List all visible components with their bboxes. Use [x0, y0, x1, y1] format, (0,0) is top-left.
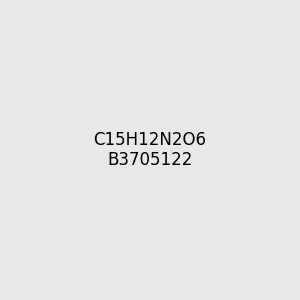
Text: C15H12N2O6
B3705122: C15H12N2O6 B3705122 — [94, 130, 206, 170]
